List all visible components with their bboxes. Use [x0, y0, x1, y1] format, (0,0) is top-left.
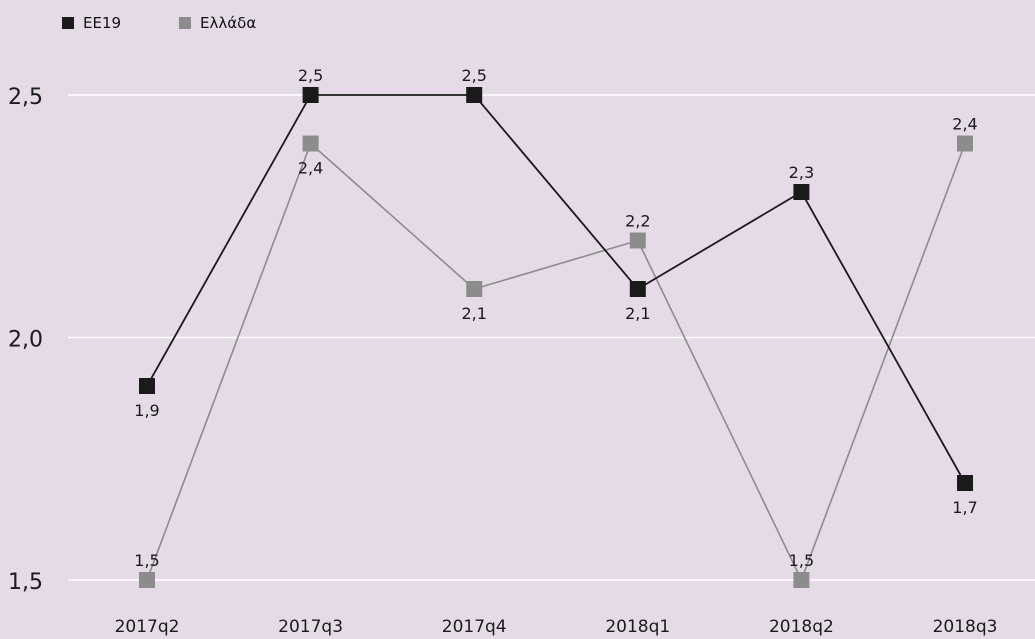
data-point	[302, 135, 319, 152]
legend-label-greece: Ελλάδα	[200, 14, 257, 32]
x-tick-label: 2017q4	[442, 617, 507, 637]
data-point	[629, 232, 646, 249]
data-label: 1,9	[134, 401, 159, 420]
legend-label-ee19: ΕΕ19	[83, 14, 122, 32]
data-point	[957, 135, 973, 152]
data-point	[629, 281, 646, 297]
series-line	[146, 94, 966, 484]
data-label: 1,7	[952, 498, 977, 517]
legend-item-ee19: ΕΕ19	[62, 14, 121, 32]
data-label: 2,4	[298, 159, 323, 178]
legend: ΕΕ19 Ελλάδα	[62, 14, 256, 32]
data-label: 2,5	[298, 66, 323, 85]
data-point	[957, 475, 973, 491]
y-tick-label: 2,0	[8, 328, 43, 353]
x-tick-label: 2018q3	[933, 617, 998, 637]
data-point	[793, 572, 810, 588]
x-tick-label: 2018q1	[605, 617, 670, 637]
data-point	[139, 572, 155, 588]
data-label: 2,1	[625, 304, 650, 323]
y-tick-label: 1,5	[8, 570, 43, 595]
series-line	[146, 142, 966, 583]
data-label: 1,5	[134, 551, 159, 570]
legend-item-greece: Ελλάδα	[179, 14, 256, 32]
data-label: 2,4	[952, 115, 977, 134]
y-tick-label: 2,5	[8, 85, 43, 110]
x-tick-label: 2018q2	[769, 617, 834, 637]
data-label: 2,2	[625, 212, 650, 231]
x-tick-label: 2017q3	[278, 617, 343, 637]
data-point	[302, 87, 319, 103]
data-point	[466, 281, 483, 297]
data-label: 1,5	[789, 551, 814, 570]
legend-swatch-ee19	[62, 17, 74, 29]
data-label: 2,5	[461, 66, 486, 85]
data-point	[139, 378, 155, 394]
data-label: 2,1	[461, 304, 486, 323]
data-label: 2,3	[789, 163, 814, 182]
legend-swatch-greece	[179, 17, 192, 29]
data-point	[793, 184, 810, 200]
x-tick-label: 2017q2	[115, 617, 180, 637]
data-point	[466, 87, 483, 103]
